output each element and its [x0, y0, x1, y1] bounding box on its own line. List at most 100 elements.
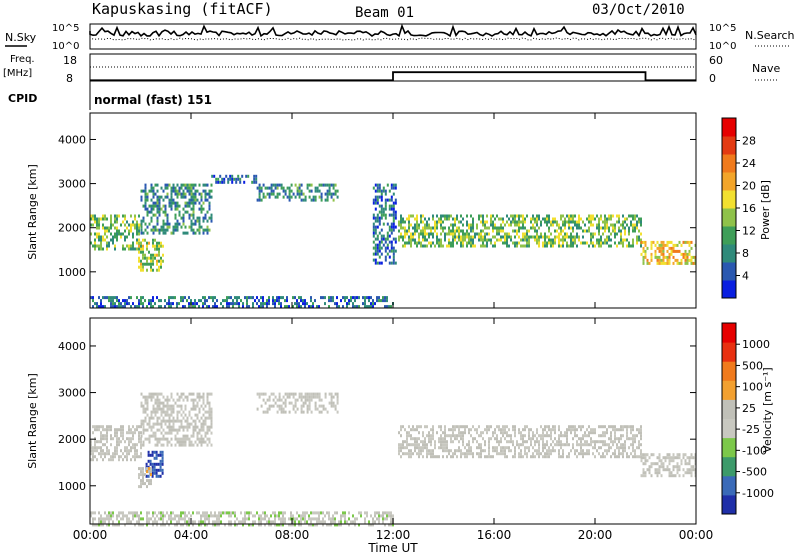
echo-cell [90, 511, 92, 515]
echo-cell [416, 440, 418, 444]
echo-cell [296, 305, 298, 309]
echo-cell [518, 431, 520, 435]
echo-cell [270, 520, 272, 524]
echo-cell [182, 296, 184, 300]
echo-cell [478, 232, 480, 236]
echo-cell [406, 241, 408, 245]
echo-cell [344, 517, 346, 521]
echo-cell [146, 213, 149, 217]
echo-cell [146, 195, 149, 199]
echo-cell [560, 434, 562, 438]
echo-cell [168, 416, 171, 420]
echo-cell [390, 225, 393, 229]
echo-cell [466, 220, 468, 224]
echo-cell [314, 392, 317, 396]
echo-cell [322, 517, 324, 521]
echo-cell [184, 434, 187, 438]
echo-cell [168, 514, 170, 518]
echo-cell [104, 296, 106, 300]
echo-cell [670, 240, 673, 244]
echo-cell [204, 189, 207, 193]
echo-cell [460, 214, 462, 218]
echo-cell [520, 238, 522, 242]
echo-cell [180, 186, 183, 190]
echo-cell [472, 235, 474, 239]
echo-cell [246, 305, 248, 309]
echo-cell [588, 229, 590, 233]
echo-cell [626, 244, 628, 248]
echo-cell [202, 407, 205, 411]
echo-cell [636, 455, 638, 459]
echo-cell [378, 511, 380, 515]
echo-cell [266, 514, 268, 518]
echo-cell [690, 468, 693, 472]
echo-cell [248, 523, 250, 527]
echo-cell [554, 449, 556, 453]
echo-cell [482, 238, 484, 242]
echo-cell [640, 456, 643, 460]
echo-cell [456, 214, 458, 218]
echo-cell [412, 437, 414, 441]
echo-cell [284, 520, 286, 524]
echo-cell [278, 192, 281, 196]
echo-cell [216, 520, 218, 524]
echo-cell [388, 228, 391, 232]
echo-cell [104, 455, 106, 459]
echo-cell [122, 437, 124, 441]
echo-cell [358, 511, 360, 515]
echo-cell [94, 443, 96, 447]
echo-cell [238, 305, 240, 309]
echo-cell [374, 201, 377, 205]
echo-cell [576, 434, 578, 438]
echo-cell [200, 440, 203, 444]
echo-cell [146, 192, 149, 196]
echo-cell [253, 180, 256, 184]
echo-cell [140, 517, 142, 521]
echo-cell [194, 422, 197, 426]
echo-cell [560, 440, 562, 444]
echo-cell [146, 517, 148, 521]
echo-cell [346, 305, 348, 309]
echo-cell [382, 210, 385, 214]
echo-cell [170, 437, 173, 441]
echo-cell [554, 425, 556, 429]
echo-cell [578, 238, 580, 242]
echo-cell [640, 449, 642, 453]
echo-cell [412, 452, 414, 456]
echo-cell [502, 449, 504, 453]
echo-cell [142, 407, 145, 411]
echo-cell [676, 468, 679, 472]
echo-cell [124, 302, 126, 306]
echo-cell [182, 195, 185, 199]
echo-cell [142, 473, 144, 477]
echo-cell [146, 511, 148, 515]
echo-cell [240, 511, 242, 515]
echo-cell [680, 459, 683, 463]
echo-cell [430, 232, 432, 236]
echo-cell [138, 250, 140, 254]
echo-cell [200, 198, 203, 202]
echo-cell [308, 514, 310, 518]
echo-cell [466, 241, 468, 245]
echo-cell [108, 296, 110, 300]
echo-cell [172, 404, 175, 408]
echo-cell [368, 296, 370, 300]
echo-cell [300, 407, 303, 411]
echo-cell [512, 440, 514, 444]
echo-cell [192, 228, 195, 232]
echo-cell [546, 455, 548, 459]
echo-cell [668, 453, 671, 457]
echo-cell [432, 235, 434, 239]
echo-cell [542, 434, 544, 438]
echo-cell [242, 520, 244, 524]
echo-cell [678, 474, 681, 478]
echo-cell [196, 431, 199, 435]
echo-cell [136, 238, 138, 242]
echo-cell [398, 229, 400, 233]
echo-cell [112, 223, 114, 227]
echo-cell [138, 214, 140, 218]
echo-cell [288, 198, 291, 202]
echo-cell [440, 214, 442, 218]
echo-cell [282, 514, 284, 518]
echo-cell [502, 241, 504, 245]
